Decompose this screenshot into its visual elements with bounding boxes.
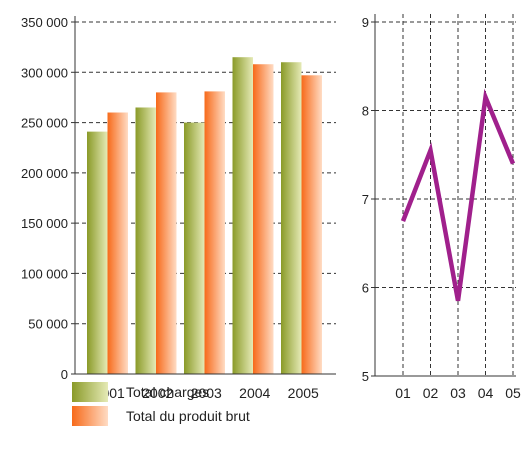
bar: [281, 62, 302, 374]
x-tick-label: 2005: [288, 385, 319, 401]
bar-chart: 0 50 000 100 000 150 000 200 000 250 000 300 0…: [21, 15, 336, 401]
x-tick-label: 02: [423, 385, 439, 401]
x-tick-label: 2002: [142, 385, 173, 401]
bar: [204, 91, 225, 374]
legend-swatch-total-charges: [72, 382, 108, 402]
legend-item-total-charges: Total charges: [72, 381, 372, 403]
line-chart: 5 6 7 8 9 01 02 03 04 05: [362, 14, 521, 401]
legend-item-total-produit-brut: Total du produit brut: [72, 405, 372, 427]
y-tick-label: 5: [362, 369, 369, 384]
bar: [156, 92, 177, 375]
bar-chart-legend: Total charges Total du produit brut: [72, 381, 372, 429]
x-tick-label: 2004: [239, 385, 270, 401]
bar: [87, 131, 108, 374]
bar: [253, 64, 274, 375]
y-tick-label: 9: [362, 15, 369, 30]
x-tick-label: 03: [450, 385, 466, 401]
y-tick-label: 150 000: [21, 216, 68, 231]
bar: [184, 122, 205, 374]
bar: [232, 57, 253, 374]
x-tick-label: 05: [505, 385, 521, 401]
y-tick-label: 50 000: [28, 317, 68, 332]
x-tick-label: 04: [478, 385, 494, 401]
x-tick-label: 2003: [191, 385, 222, 401]
bar: [301, 75, 322, 374]
y-tick-label: 350 000: [21, 15, 68, 30]
legend-swatch-total-produit-brut: [72, 406, 108, 426]
y-tick-label: 250 000: [21, 116, 68, 131]
y-tick-label: 300 000: [21, 65, 68, 80]
y-tick-label: 6: [362, 281, 369, 296]
y-tick-label: 7: [362, 192, 369, 207]
legend-label-total-produit-brut: Total du produit brut: [126, 408, 250, 424]
bar: [135, 107, 156, 374]
y-tick-label: 8: [362, 104, 369, 119]
y-tick-label: 200 000: [21, 166, 68, 181]
y-tick-label: 0: [61, 367, 68, 382]
bar: [107, 112, 128, 374]
x-tick-label: 01: [395, 385, 411, 401]
y-tick-label: 100 000: [21, 266, 68, 281]
legend-label-total-charges: Total charges: [126, 384, 210, 400]
